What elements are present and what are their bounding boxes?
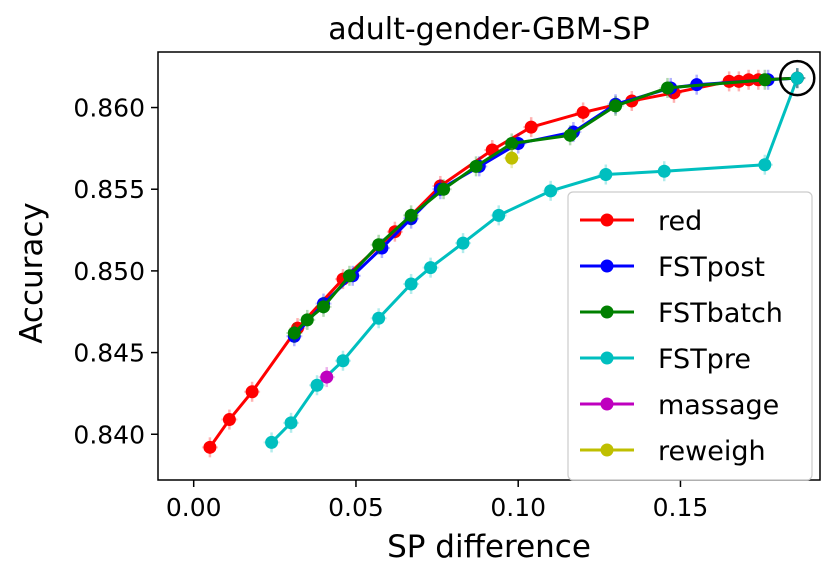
legend-entry-fstpre: FSTpre [580,344,751,375]
data-point [609,99,623,113]
data-point [660,81,674,95]
data-point [284,416,298,430]
x-axis-label: SP difference [387,529,591,565]
legend-marker [600,259,614,273]
legend-label: reweigh [658,436,766,467]
data-point [576,105,590,119]
legend-label: FSTpost [658,252,765,283]
highlight-circle [779,59,816,97]
y-axis-ticks: 0.840 0.845 0.850 0.855 0.860 [73,94,158,449]
data-point [342,269,356,283]
x-tick-label: 0.10 [490,493,546,522]
data-point [758,73,772,87]
series-fstbatch [286,68,806,343]
data-point [657,164,671,178]
data-point [524,120,538,134]
data-point [317,300,330,314]
legend: red FSTpost FSTbatch FSTpre massage reweigh [567,191,813,481]
data-point [336,354,350,368]
y-tick-label: 0.850 [73,257,145,286]
data-point [790,71,804,85]
legend-marker [600,351,614,365]
data-point [310,378,324,392]
data-point [300,313,314,327]
legend-entry-fstbatch: FSTbatch [580,298,783,329]
data-point [203,440,217,454]
data-point [492,208,506,222]
data-point [404,208,418,222]
legend-marker [600,305,614,319]
series-fstpre [263,68,806,453]
legend-box [567,191,813,481]
y-tick-label: 0.855 [73,175,145,204]
data-point [563,128,577,142]
data-point [469,159,483,173]
legend-entry-reweigh: reweigh [580,436,766,467]
data-point [505,136,519,150]
chart-title: adult-gender-GBM-SP [328,12,649,47]
series-line-fstbatch [293,76,798,335]
data-point [424,261,438,275]
y-axis-label: Accuracy [14,202,50,344]
plot-frame [157,51,821,481]
plot-area [157,51,821,481]
legend-entry-fstpost: FSTpost [580,252,765,283]
data-point [758,158,772,172]
x-tick-label: 0.00 [166,493,222,522]
y-tick-label: 0.845 [73,339,145,368]
data-point [372,311,386,325]
legend-marker [600,397,614,411]
legend-entry-massage: massage [580,390,779,421]
legend-label: massage [658,390,779,421]
x-tick-label: 0.15 [653,493,709,522]
x-tick-label: 0.05 [328,493,384,522]
data-point [456,236,470,250]
data-point [265,435,279,449]
x-axis-ticks: 0.00 0.05 0.10 0.15 [166,480,708,522]
legend-label: red [658,206,702,237]
data-point [544,184,558,198]
data-point [505,151,519,165]
legend-entry-red: red [580,206,702,237]
legend-marker [600,443,614,457]
data-point [222,413,236,427]
y-tick-label: 0.840 [73,420,145,449]
data-point [404,277,418,291]
legend-marker [600,213,614,227]
data-point [287,326,301,340]
series-reweigh [503,148,520,169]
data-point [599,168,613,182]
data-point [320,370,334,384]
data-point [245,385,259,399]
legend-label: FSTpre [658,344,751,375]
data-point [372,238,386,252]
legend-label: FSTbatch [658,298,783,329]
series-massage [318,367,335,388]
data-point [437,182,451,196]
y-tick-label: 0.860 [73,94,145,123]
